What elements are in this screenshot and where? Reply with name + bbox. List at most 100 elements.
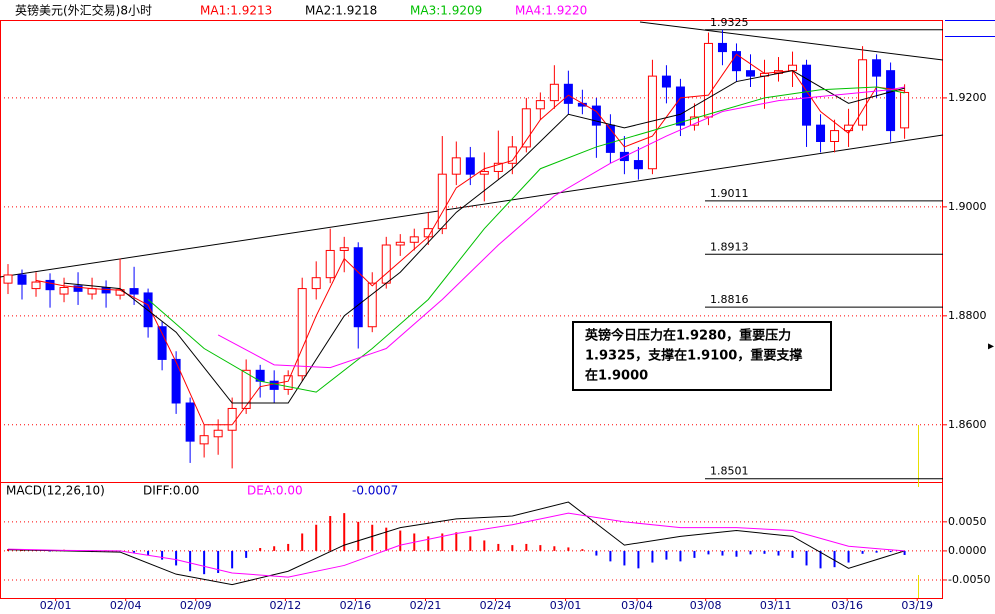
candle-body <box>17 274 27 285</box>
x-tick-label: 02/09 <box>180 599 212 612</box>
candle-body <box>241 369 251 409</box>
legend-entry: MA1:1.9213 <box>200 4 272 18</box>
candle-body <box>802 64 812 126</box>
x-tick-label: 03/19 <box>901 599 933 612</box>
ma-line <box>35 53 905 426</box>
candle-body <box>535 100 545 110</box>
x-tick-label: 02/01 <box>40 599 72 612</box>
candle-body <box>101 287 111 294</box>
candle-body <box>213 429 223 438</box>
resistance-trend-line <box>639 21 944 61</box>
candle-body <box>129 288 139 295</box>
candle-body <box>689 116 699 126</box>
candle-body <box>830 130 840 142</box>
candle-body <box>844 124 854 132</box>
candle-body <box>647 75 657 170</box>
y-tick-label: 1.9000 <box>948 200 987 213</box>
y-tick-label: 1.8600 <box>948 418 987 431</box>
candle-body <box>59 287 69 295</box>
candle-body <box>493 162 503 172</box>
y-tick-label: 1.9200 <box>948 91 987 104</box>
candle-body <box>395 241 405 246</box>
level-label: 1.8501 <box>710 465 749 478</box>
candle-body <box>451 157 461 175</box>
candle-body <box>73 285 83 292</box>
candle-body <box>283 375 293 390</box>
macd-line <box>7 512 905 578</box>
candle-body <box>717 42 727 53</box>
macd-value: -0.0007 <box>352 484 398 498</box>
candle-body <box>872 59 882 77</box>
x-tick-label: 03/04 <box>621 599 653 612</box>
level-label: 1.8913 <box>710 240 749 253</box>
candle-body <box>227 407 237 431</box>
level-label: 1.8816 <box>710 293 749 306</box>
candle-body <box>269 380 279 390</box>
candle-body <box>703 42 713 118</box>
candle-body <box>479 170 489 175</box>
x-tick-label: 03/01 <box>550 599 582 612</box>
candle-body <box>409 236 419 243</box>
candle-body <box>325 249 335 279</box>
macd-title: MACD(12,26,10) <box>6 484 105 498</box>
support-trend-line <box>0 134 944 278</box>
legend-entry: MA2:1.9218 <box>305 4 377 18</box>
candle-body <box>633 160 643 170</box>
candle-body <box>437 173 447 230</box>
ma-line <box>147 86 905 393</box>
candle-body <box>171 358 181 404</box>
level-label: 1.9325 <box>710 16 749 29</box>
level-label: 1.9011 <box>710 187 749 200</box>
y-tick-label: 0.0050 <box>948 515 987 528</box>
candle-body <box>816 124 826 142</box>
legend-entry: MA3:1.9209 <box>410 4 482 18</box>
annotation-text: 英镑今日压力在1.9280，重要压力 <box>584 328 791 344</box>
x-tick-label: 03/08 <box>690 599 722 612</box>
candle-body <box>157 326 167 360</box>
candle-body <box>886 70 896 132</box>
x-tick-label: 03/11 <box>760 599 792 612</box>
x-tick-label: 02/24 <box>480 599 512 612</box>
legend-entry: MA4:1.9220 <box>515 4 587 18</box>
annotation-text: 1.9325，支撑在1.9100，重要支撑 <box>585 348 802 364</box>
y-tick-label: 0.0000 <box>948 544 987 557</box>
candle-body <box>465 157 475 175</box>
candle-body <box>87 288 97 295</box>
scroll-marker: ▸ <box>988 339 994 353</box>
candle-body <box>675 86 685 126</box>
candle-body <box>605 124 615 153</box>
legend-entry: DEA:0.00 <box>247 484 303 498</box>
chart-frame <box>0 20 943 599</box>
candle-body <box>297 288 307 377</box>
x-tick-label: 02/21 <box>410 599 442 612</box>
legend-entry: DIFF:0.00 <box>143 484 199 498</box>
candle-body <box>900 91 910 129</box>
annotation-box <box>572 321 832 391</box>
x-tick-label: 02/16 <box>340 599 372 612</box>
candle-body <box>788 64 798 72</box>
candle-body <box>199 435 209 445</box>
candle-body <box>3 274 13 284</box>
x-tick-label: 02/12 <box>270 599 302 612</box>
candle-body <box>311 277 321 290</box>
candle-body <box>661 75 671 88</box>
candle-body <box>745 70 755 77</box>
candle-body <box>381 244 391 284</box>
candle-body <box>185 402 195 442</box>
candle-body <box>521 108 531 148</box>
annotation-text: 在1.9000 <box>585 368 648 384</box>
candle-body <box>45 279 55 291</box>
chart-title: 英镑美元(外汇交易)8小时 <box>15 3 152 18</box>
candle-body <box>563 83 573 104</box>
candle-body <box>339 247 349 251</box>
x-tick-label: 03/16 <box>831 599 863 612</box>
candle-body <box>549 83 559 102</box>
candle-body <box>353 247 363 328</box>
candle-body <box>591 105 601 126</box>
x-tick-label: 02/04 <box>110 599 142 612</box>
y-tick-label: -0.0050 <box>948 573 990 586</box>
candle-body <box>367 282 377 328</box>
macd-line <box>7 501 905 586</box>
candle-body <box>731 51 741 72</box>
